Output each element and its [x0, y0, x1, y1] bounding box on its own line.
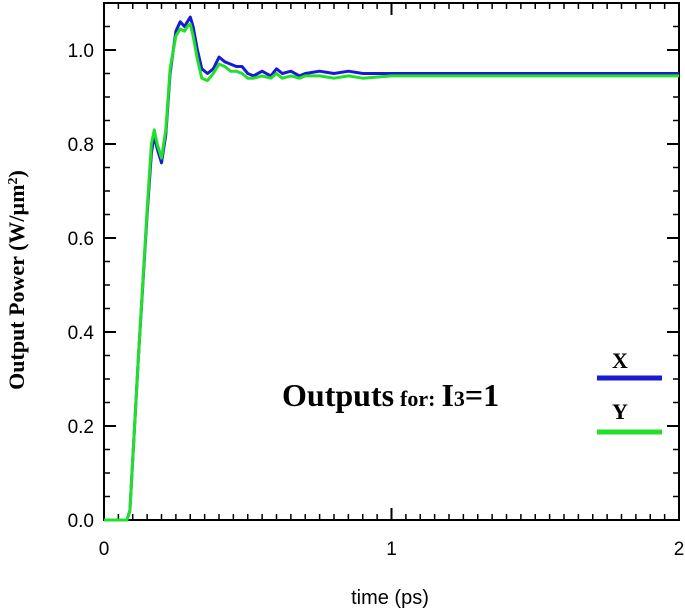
annotation-var: I	[441, 377, 453, 413]
y-axis-title-sup: 2	[6, 177, 21, 184]
y-axis-title-close: )	[4, 170, 29, 177]
series-layer	[104, 15, 679, 522]
series-line-x	[104, 15, 679, 522]
annotation-suffix: =1	[465, 377, 499, 413]
y-axis-title-unit: µm	[4, 184, 29, 215]
y-tick-label: 0.0	[68, 511, 94, 532]
y-tick-label: 0.6	[68, 229, 94, 250]
y-tick-label: 1.0	[68, 41, 94, 62]
y-tick-label: 0.2	[68, 417, 94, 438]
x-tick-label: 0	[99, 539, 110, 560]
series-line-y	[104, 22, 679, 522]
annotation-middle: for:	[400, 386, 435, 411]
annotation-sub: 3	[454, 386, 465, 411]
y-tick-label: 0.8	[68, 135, 94, 156]
annotation-prefix: Outputs	[282, 377, 394, 413]
plot-frame	[103, 2, 680, 521]
legend: X Y	[597, 348, 662, 435]
x-tick-label: 2	[674, 539, 685, 560]
y-axis-title-main: Output Power (W/	[4, 215, 29, 390]
y-tick-label: 0.4	[68, 323, 95, 344]
legend-label-x: X	[612, 348, 628, 373]
x-axis-title: time (ps)	[351, 587, 429, 609]
x-tick-label: 1	[386, 539, 397, 560]
axes: 0 1 2 0.0 0.2 0.4 0.6 0.8 1.0	[68, 2, 685, 560]
y-axis-title: Output Power (W/µm2)	[4, 170, 29, 390]
legend-label-y: Y	[612, 399, 628, 424]
annotation: Outputs for: I3=1	[282, 377, 499, 413]
